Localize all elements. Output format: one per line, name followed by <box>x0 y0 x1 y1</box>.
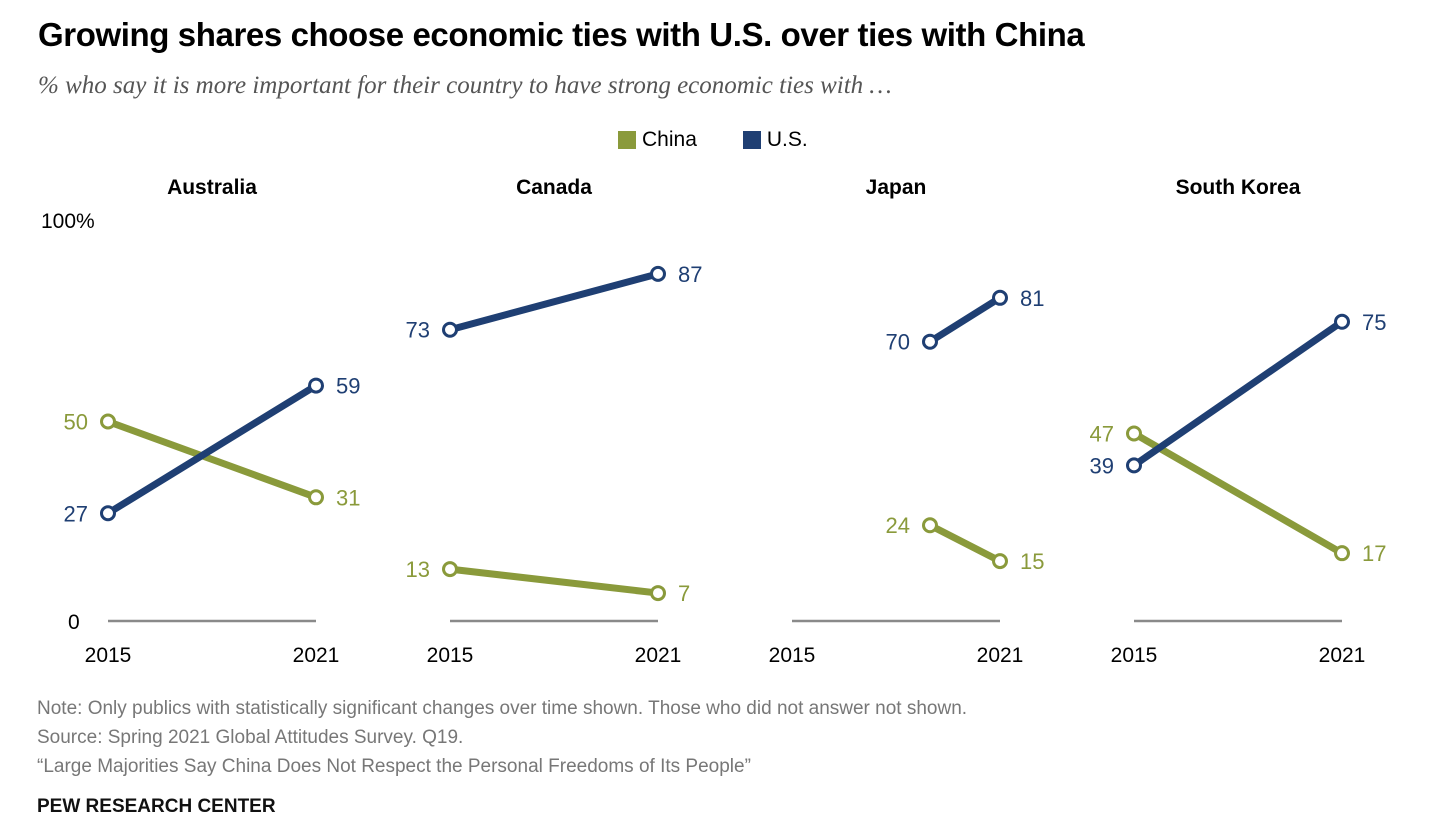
data-label-south-korea-u-s--start: 39 <box>1090 453 1114 478</box>
data-point-japan-china-1 <box>992 553 1008 570</box>
series-line-australia-u-s- <box>104 382 320 517</box>
series-line-australia-china <box>104 418 320 501</box>
x-tick-label-south-korea-2021: 2021 <box>1319 644 1366 667</box>
series-line-canada-china <box>446 565 662 597</box>
x-tick-label-south-korea-2015: 2015 <box>1111 644 1158 667</box>
x-tick-label-canada-2015: 2015 <box>427 644 474 667</box>
legend: China U.S. <box>618 128 854 152</box>
panel-title-japan: Japan <box>866 176 927 199</box>
data-label-canada-china-start: 13 <box>406 557 430 582</box>
series-line-japan-u-s- <box>926 294 1004 346</box>
data-point-japan-u-s--1 <box>992 289 1008 306</box>
x-tick-label-japan-2021: 2021 <box>977 644 1024 667</box>
data-label-australia-china-start: 50 <box>64 410 88 435</box>
legend-swatch-us <box>742 131 761 149</box>
x-tick-label-australia-2021: 2021 <box>293 644 340 667</box>
legend-label-china: China <box>642 128 697 151</box>
data-label-japan-china-start: 24 <box>886 513 910 538</box>
chart-title: Growing shares choose economic ties with… <box>38 16 1085 53</box>
x-tick-label-australia-2015: 2015 <box>85 644 132 667</box>
data-label-canada-u-s--end: 87 <box>678 262 702 287</box>
legend-label-us: U.S. <box>766 128 808 151</box>
data-point-south-korea-u-s--0 <box>1126 457 1142 474</box>
data-point-canada-u-s--1 <box>650 265 666 282</box>
data-point-australia-china-1 <box>308 489 324 506</box>
series-line-canada-u-s- <box>446 270 662 334</box>
chart-subtitle: % who say it is more important for their… <box>38 72 892 99</box>
series-line-japan-china <box>926 521 1004 565</box>
data-point-canada-china-0 <box>442 561 458 578</box>
data-label-australia-china-end: 31 <box>336 485 360 510</box>
data-point-australia-china-0 <box>100 413 116 430</box>
panel-title-australia: Australia <box>167 176 257 199</box>
data-label-south-korea-u-s--end: 75 <box>1362 310 1386 335</box>
x-tick-label-canada-2021: 2021 <box>635 644 682 667</box>
data-label-south-korea-china-start: 47 <box>1090 421 1114 446</box>
data-point-canada-u-s--0 <box>442 321 458 338</box>
data-label-canada-china-end: 7 <box>678 581 690 606</box>
x-tick-label-japan-2015: 2015 <box>769 644 816 667</box>
legend-item-us: U.S. <box>742 128 808 152</box>
data-label-australia-u-s--start: 27 <box>64 501 88 526</box>
data-point-australia-u-s--1 <box>308 377 324 394</box>
data-point-australia-u-s--0 <box>100 505 116 522</box>
data-label-japan-china-end: 15 <box>1020 549 1044 574</box>
report-title: “Large Majorities Say China Does Not Res… <box>37 756 751 777</box>
panel-title-canada: Canada <box>516 176 592 199</box>
data-point-south-korea-china-1 <box>1334 545 1350 562</box>
data-point-south-korea-u-s--1 <box>1334 313 1350 330</box>
y-tick-label-top: 100% <box>41 210 95 233</box>
chart-source: Source: Spring 2021 Global Attitudes Sur… <box>37 727 464 748</box>
chart-canvas: 100% 0 Australia 2015 2021 50 31 27 59 Canada 2015… <box>41 176 1386 667</box>
series-line-south-korea-u-s- <box>1130 318 1346 469</box>
legend-item-china: China <box>618 128 697 152</box>
data-label-australia-u-s--end: 59 <box>336 374 360 399</box>
data-label-south-korea-china-end: 17 <box>1362 541 1386 566</box>
y-tick-label-bottom: 0 <box>68 611 80 634</box>
data-label-japan-u-s--end: 81 <box>1020 286 1044 311</box>
credit-logo-text: PEW RESEARCH CENTER <box>37 796 276 817</box>
data-point-japan-china-0 <box>922 517 938 534</box>
data-point-canada-china-1 <box>650 585 666 602</box>
data-label-canada-u-s--start: 73 <box>406 318 430 343</box>
data-point-japan-u-s--0 <box>922 333 938 350</box>
chart-note: Note: Only publics with statistically si… <box>37 698 968 719</box>
legend-swatch-china <box>618 131 636 149</box>
series-line-south-korea-china <box>1130 429 1346 557</box>
data-label-japan-u-s--start: 70 <box>886 330 910 355</box>
data-point-south-korea-china-0 <box>1126 425 1142 442</box>
panel-title-south-korea: South Korea <box>1176 176 1301 199</box>
